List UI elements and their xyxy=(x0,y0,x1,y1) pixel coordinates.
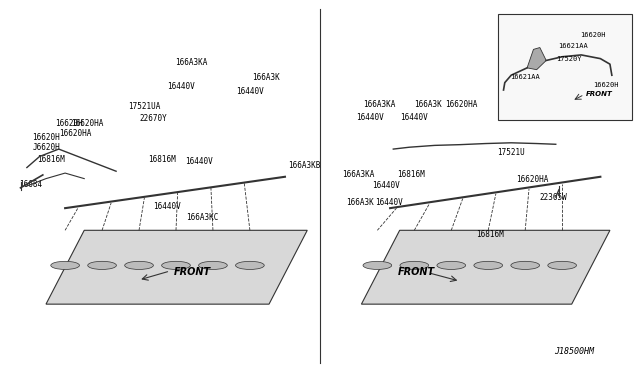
Ellipse shape xyxy=(51,261,79,269)
Text: 16440V: 16440V xyxy=(236,87,264,96)
Text: 16620HA: 16620HA xyxy=(516,175,548,184)
Text: 166A3KA: 166A3KA xyxy=(363,100,396,109)
Polygon shape xyxy=(46,230,307,304)
Ellipse shape xyxy=(548,261,577,269)
Text: 16440V: 16440V xyxy=(401,113,428,122)
Ellipse shape xyxy=(511,261,540,269)
Text: 22365W: 22365W xyxy=(540,193,568,202)
Ellipse shape xyxy=(162,261,190,269)
Text: 16816M: 16816M xyxy=(37,154,65,164)
Text: 16620HA: 16620HA xyxy=(445,100,477,109)
Ellipse shape xyxy=(88,261,116,269)
Text: 16621AA: 16621AA xyxy=(558,43,588,49)
Text: 17521UA: 17521UA xyxy=(129,102,161,111)
Text: 166A3KA: 166A3KA xyxy=(175,58,207,67)
Text: 17520Y: 17520Y xyxy=(556,56,581,62)
Ellipse shape xyxy=(363,261,392,269)
Text: 16816M: 16816M xyxy=(476,230,504,239)
Text: 16684: 16684 xyxy=(19,180,42,189)
Text: 16620HA: 16620HA xyxy=(71,119,103,128)
Text: 16620HA: 16620HA xyxy=(60,129,92,138)
Text: 17521U: 17521U xyxy=(497,148,525,157)
Text: 16621AA: 16621AA xyxy=(510,74,540,80)
Text: 166A3KC: 166A3KC xyxy=(186,213,218,222)
Text: J18500HM: J18500HM xyxy=(554,347,594,356)
Polygon shape xyxy=(527,48,546,70)
Text: 166A3K: 166A3K xyxy=(415,100,442,109)
Ellipse shape xyxy=(400,261,429,269)
Text: 16816M: 16816M xyxy=(148,155,176,164)
Text: 16440V: 16440V xyxy=(356,113,383,122)
Text: FRONT: FRONT xyxy=(397,267,435,277)
Ellipse shape xyxy=(437,261,466,269)
Text: 166A3K: 166A3K xyxy=(346,198,374,207)
Text: 16620H: 16620H xyxy=(593,82,618,88)
Text: 166A3K: 166A3K xyxy=(252,73,280,81)
Ellipse shape xyxy=(236,261,264,269)
Text: 166A3KA: 166A3KA xyxy=(342,170,374,179)
Text: J6620H: J6620H xyxy=(32,143,60,152)
Text: 16440V: 16440V xyxy=(167,82,195,91)
Text: FRONT: FRONT xyxy=(173,267,211,277)
Text: 16440V: 16440V xyxy=(153,202,181,211)
Text: 16440V: 16440V xyxy=(375,198,403,207)
Ellipse shape xyxy=(198,261,227,269)
Text: 16816M: 16816M xyxy=(397,170,425,179)
Text: 22670Y: 22670Y xyxy=(139,114,167,123)
Text: 16440V: 16440V xyxy=(185,157,213,166)
Text: 16620H: 16620H xyxy=(580,32,605,38)
Text: 16620H: 16620H xyxy=(55,119,83,128)
Text: 166A3KB: 166A3KB xyxy=(288,161,321,170)
Text: 16620H: 16620H xyxy=(32,133,60,142)
Ellipse shape xyxy=(125,261,154,269)
Polygon shape xyxy=(362,230,610,304)
Text: FRONT: FRONT xyxy=(586,92,612,97)
Text: 16440V: 16440V xyxy=(372,182,399,190)
Bar xyxy=(499,14,632,119)
Ellipse shape xyxy=(474,261,502,269)
